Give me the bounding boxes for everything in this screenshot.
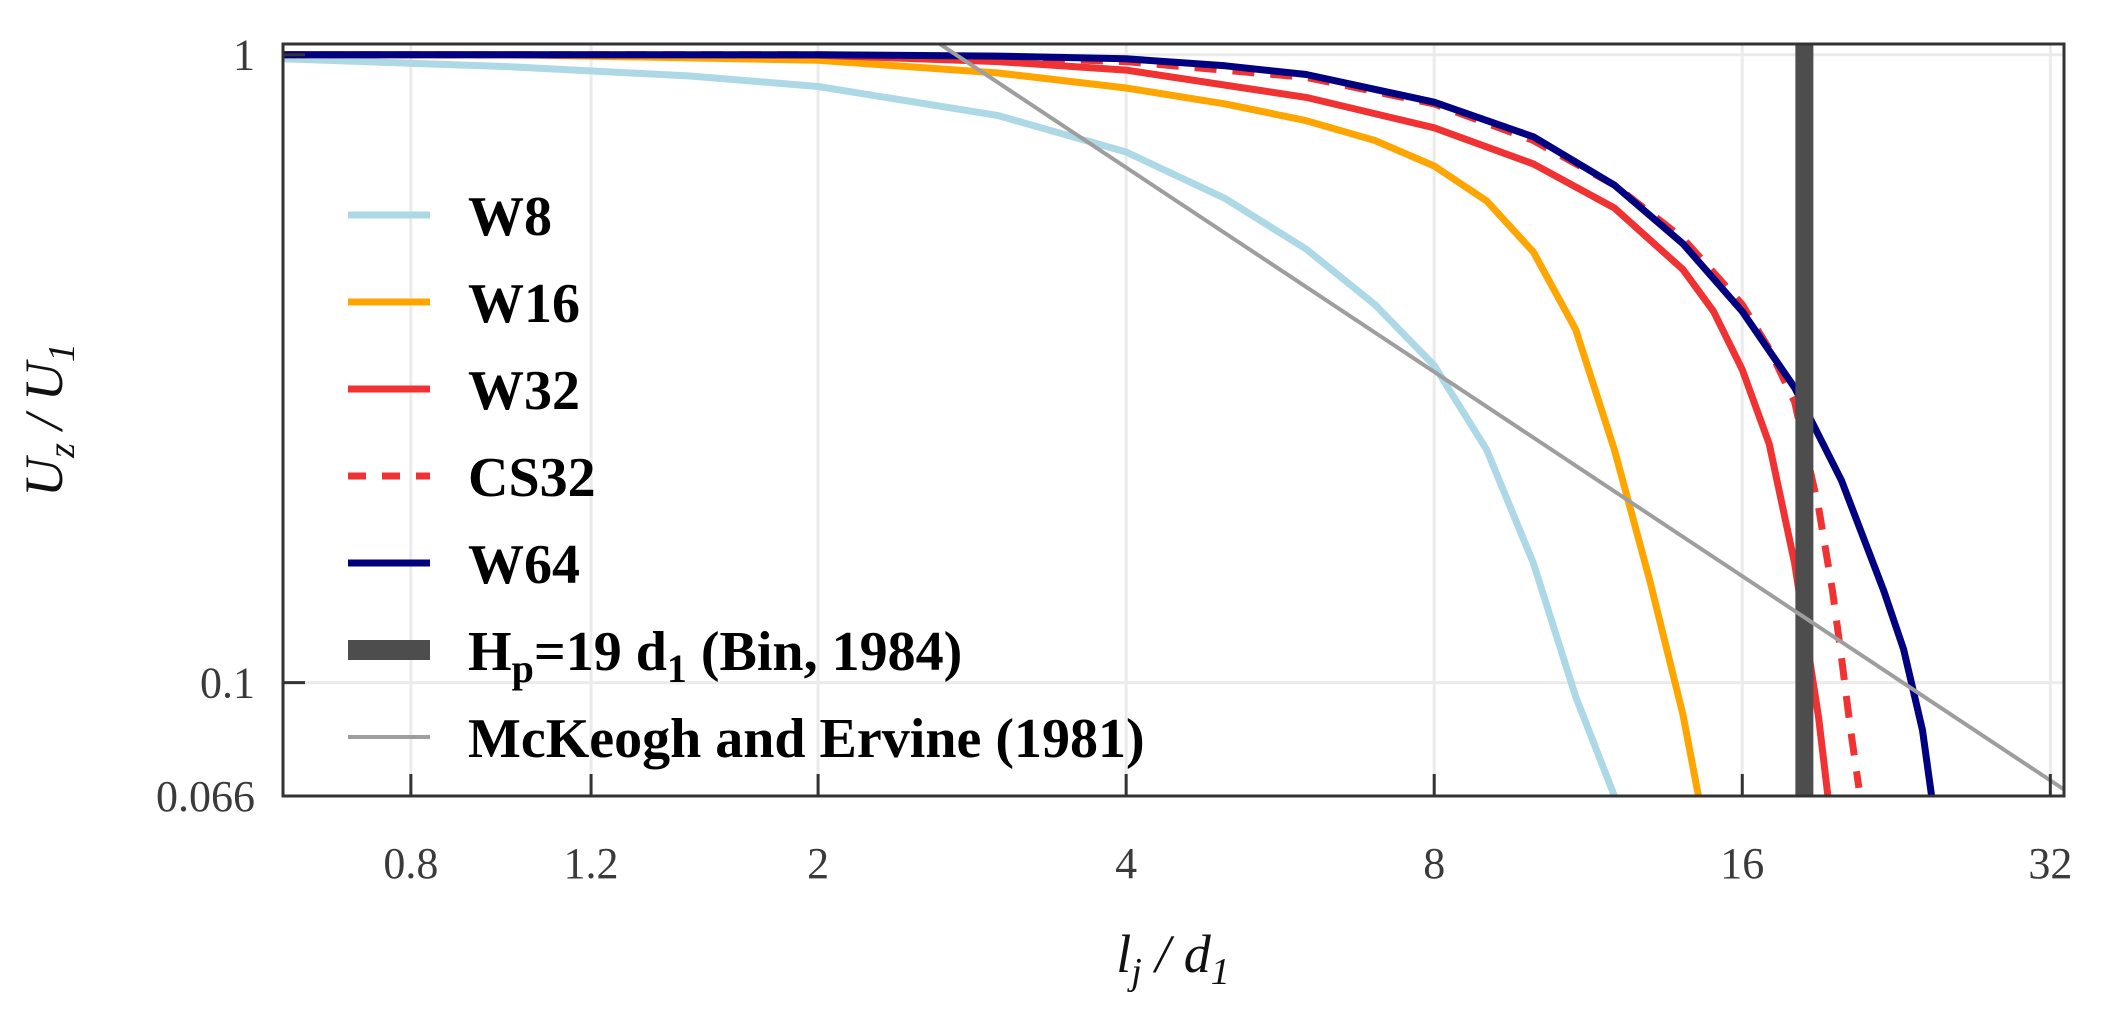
x-tick-label: 16 xyxy=(1720,839,1764,888)
legend-label-text: W64 xyxy=(468,534,580,596)
x-axis-title: lj / d1 xyxy=(1116,924,1230,993)
series-w8 xyxy=(283,55,1618,796)
y-axis-title: Uz / U1 xyxy=(14,343,83,497)
tick-labels: 0.8 1.2 2 4 8 16 32 1 0.1 0.066 xyxy=(156,31,2072,888)
y-tick-label: 1 xyxy=(233,31,255,80)
tick-marks xyxy=(283,53,2052,798)
legend-label-text: McKeogh and Ervine (1981) xyxy=(468,708,1145,770)
y-axis-title-sub1: z xyxy=(41,443,83,459)
legend-label-text: W8 xyxy=(468,186,552,248)
y-axis-title-sub2: 1 xyxy=(41,343,83,362)
x-tick-label: 4 xyxy=(1115,839,1137,888)
series-mckeogh-and-ervine-1981- xyxy=(936,44,2064,792)
legend-label: W16 xyxy=(468,273,580,335)
x-tick-label: 32 xyxy=(2028,839,2072,888)
series-lines xyxy=(283,44,2064,796)
x-axis-title-sub2: 1 xyxy=(1211,951,1230,993)
legend-label: W64 xyxy=(468,534,580,596)
legend-label-text: H xyxy=(468,621,512,683)
series-w64 xyxy=(283,51,1936,796)
y-tick-label: 0.066 xyxy=(156,772,255,821)
legend-label-text: W32 xyxy=(468,360,580,422)
legend-label: W8 xyxy=(468,186,552,248)
x-tick-label: 0.8 xyxy=(383,839,438,888)
legend-label: McKeogh and Ervine (1981) xyxy=(468,708,1145,770)
y-axis-title-main: U xyxy=(14,455,74,497)
legend-label-sub2: 1 xyxy=(667,646,687,691)
x-axis-title-mid: / d xyxy=(1142,924,1212,984)
plot-frame xyxy=(281,42,2066,798)
legend-label-text: CS32 xyxy=(468,447,596,509)
legend-label-mid: =19 d xyxy=(534,621,667,683)
legend-label-end: (Bin, 1984) xyxy=(687,621,962,683)
x-tick-label: 8 xyxy=(1423,839,1445,888)
x-tick-label: 2 xyxy=(807,839,829,888)
y-axis-title-mid: / U xyxy=(14,359,74,443)
legend-label: W32 xyxy=(468,360,580,422)
y-tick-label: 0.1 xyxy=(200,659,255,708)
legend-label-text: W16 xyxy=(468,273,580,335)
legend-label: Hp=19 d1 (Bin, 1984) xyxy=(468,621,962,691)
x-axis-title-main: l xyxy=(1116,924,1131,984)
legend: W8 W16 W32 CS32 W64 Hp=19 d1 (Bin, 1984) McKeo… xyxy=(348,186,1145,770)
legend-label-sub: p xyxy=(512,646,534,691)
legend-label: CS32 xyxy=(468,447,596,509)
series-w16 xyxy=(283,51,1702,796)
x-tick-label: 1.2 xyxy=(564,839,619,888)
